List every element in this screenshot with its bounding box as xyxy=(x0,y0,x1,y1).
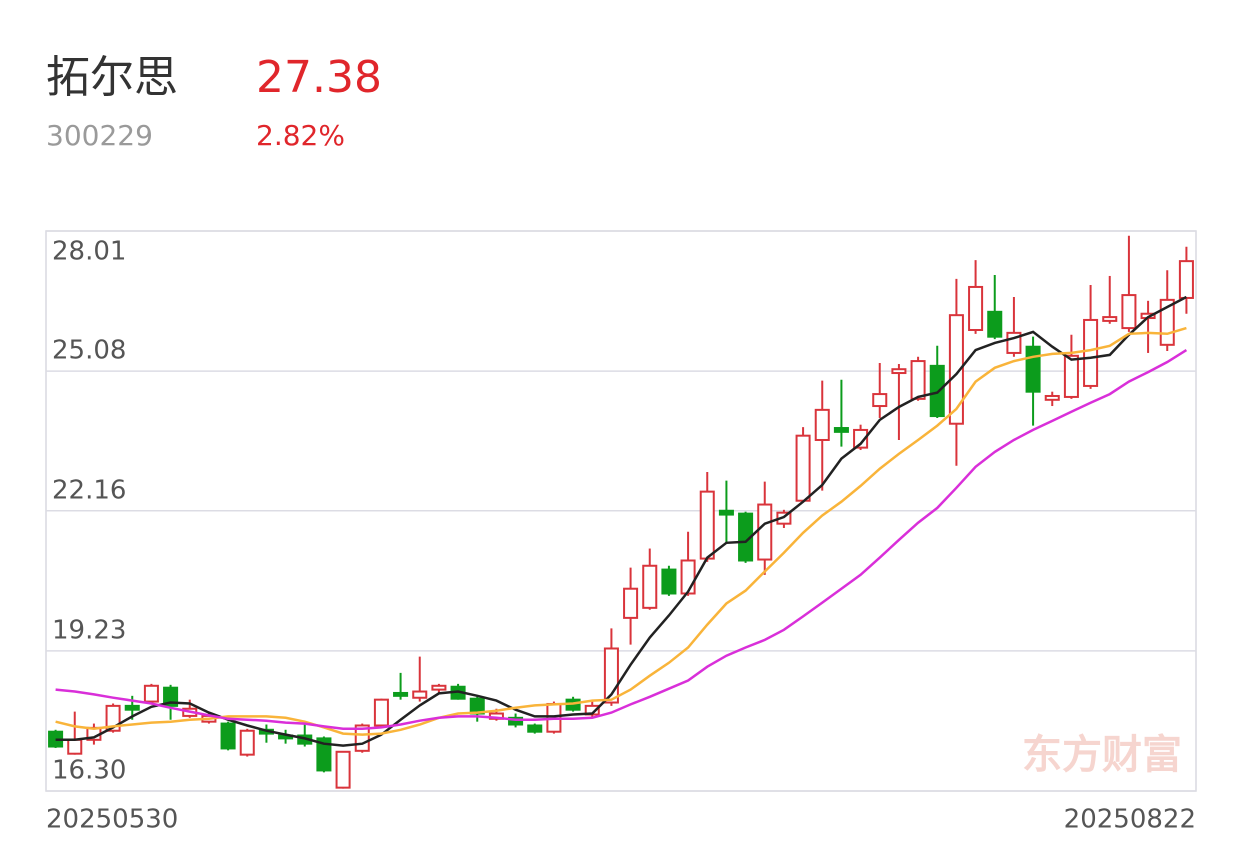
candle-body xyxy=(335,750,351,789)
stock-name: 拓尔思 xyxy=(46,52,178,103)
candle-body xyxy=(661,568,677,595)
candle-body xyxy=(795,434,811,502)
candle-body xyxy=(1178,260,1194,299)
candle-body xyxy=(527,724,543,733)
candle-body xyxy=(757,503,773,561)
y-tick-label: 16.30 xyxy=(52,756,126,786)
moving-average-line xyxy=(55,295,1187,747)
candle-body xyxy=(239,729,255,756)
watermark: 东方财富 xyxy=(1022,732,1182,778)
candle-body xyxy=(642,564,658,609)
candle-body xyxy=(853,428,869,449)
y-tick-label: 22.16 xyxy=(52,475,126,505)
candle-body xyxy=(220,722,236,750)
stock-price: 27.38 xyxy=(256,52,382,103)
candle-body xyxy=(143,684,159,703)
candle-body xyxy=(1121,294,1137,330)
moving-average-line xyxy=(55,326,1187,736)
moving-average-line xyxy=(55,349,1188,731)
candle-body xyxy=(124,704,140,711)
candle-body xyxy=(891,368,907,375)
candle-body xyxy=(373,698,389,727)
candle-body xyxy=(948,314,964,425)
candle-body xyxy=(1044,394,1060,401)
y-tick-label: 28.01 xyxy=(52,237,126,267)
candle-body xyxy=(412,690,428,699)
stock-change: 2.82% xyxy=(256,119,345,152)
candle-body xyxy=(872,393,888,408)
candle-body xyxy=(431,684,447,691)
candle-body xyxy=(316,737,332,772)
y-tick-label: 25.08 xyxy=(52,336,126,366)
candle-body xyxy=(67,738,83,755)
candle-body xyxy=(680,559,696,595)
candle-body xyxy=(814,408,830,441)
candle-body xyxy=(508,716,524,726)
candle-body xyxy=(163,686,179,707)
candle-body xyxy=(910,360,926,400)
candle-body xyxy=(968,285,984,331)
candle-body xyxy=(1063,354,1079,398)
candle-body xyxy=(1102,316,1118,322)
candle-body xyxy=(987,310,1003,338)
candle-body xyxy=(623,587,639,619)
stock-code: 300229 xyxy=(46,119,153,152)
candle-body xyxy=(833,427,849,433)
x-tick-label: 20250822 xyxy=(1064,805,1196,835)
candle-body xyxy=(718,509,734,516)
candle-body xyxy=(699,490,715,560)
candle-body xyxy=(1025,345,1041,393)
candle-body xyxy=(393,691,409,697)
x-tick-label: 20250530 xyxy=(46,805,178,835)
y-tick-label: 19.23 xyxy=(52,615,126,645)
candle-body xyxy=(1083,318,1099,387)
